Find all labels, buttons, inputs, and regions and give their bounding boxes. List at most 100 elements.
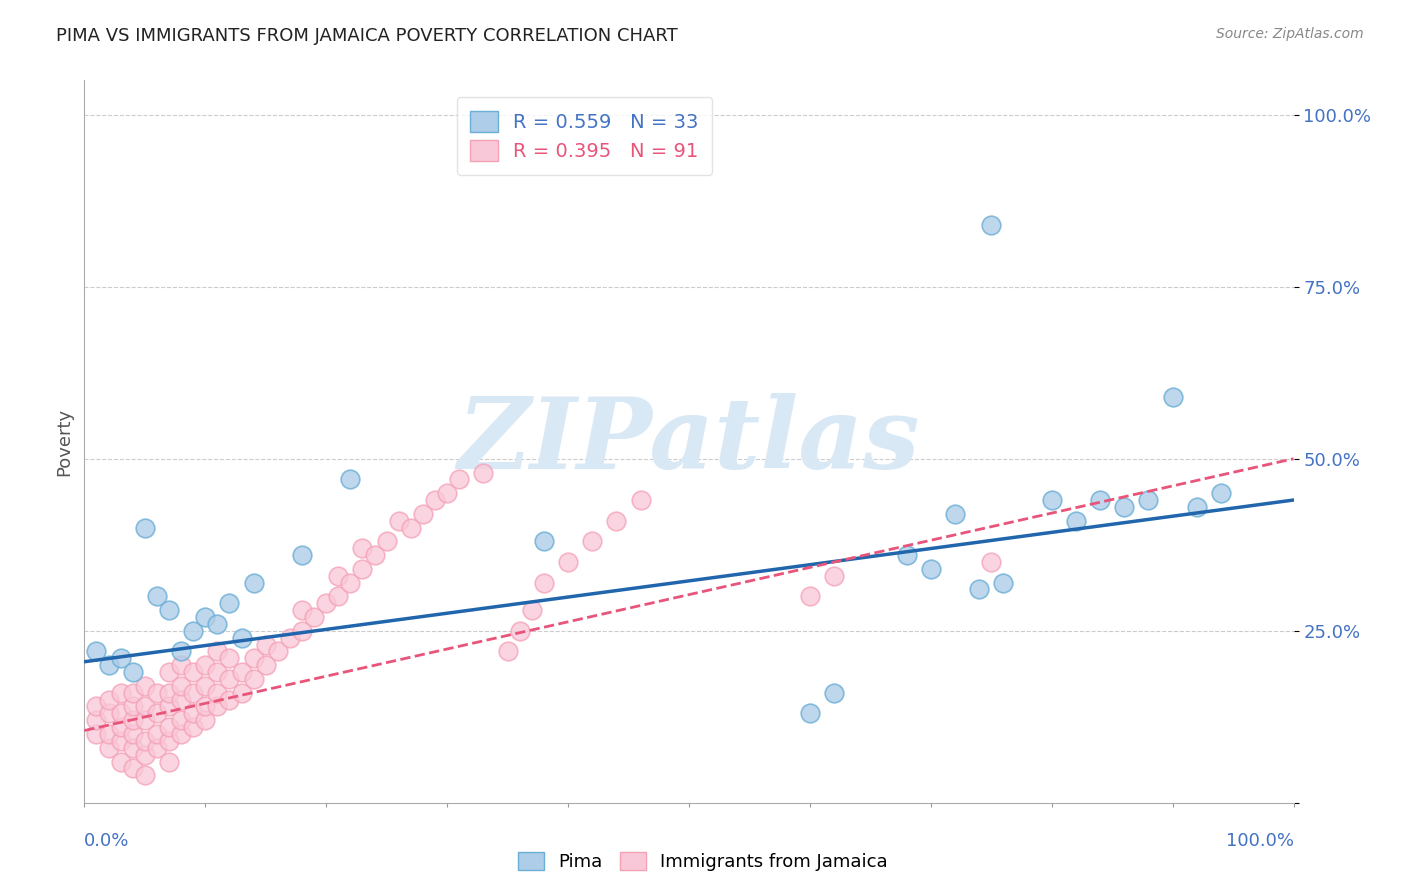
Point — [194, 699, 217, 714]
Point — [97, 706, 120, 721]
Point — [146, 590, 169, 604]
Point — [146, 740, 169, 755]
Point — [920, 562, 942, 576]
Point — [86, 699, 108, 714]
Point — [97, 740, 120, 755]
Point — [896, 548, 918, 562]
Point — [520, 603, 543, 617]
Point — [363, 548, 385, 562]
Point — [496, 644, 519, 658]
Point — [121, 665, 143, 679]
Point — [1185, 500, 1208, 514]
Point — [134, 768, 156, 782]
Text: 0.0%: 0.0% — [84, 831, 129, 850]
Point — [157, 699, 180, 714]
Point — [630, 493, 652, 508]
Point — [278, 631, 301, 645]
Point — [1161, 390, 1184, 404]
Point — [315, 596, 337, 610]
Point — [110, 686, 132, 700]
Point — [207, 644, 229, 658]
Point — [181, 624, 204, 638]
Point — [533, 575, 555, 590]
Point — [121, 699, 143, 714]
Point — [242, 651, 264, 665]
Point — [157, 686, 180, 700]
Point — [157, 665, 180, 679]
Point — [254, 658, 277, 673]
Point — [328, 590, 350, 604]
Point — [1137, 493, 1160, 508]
Point — [472, 466, 495, 480]
Point — [943, 507, 966, 521]
Point — [170, 644, 193, 658]
Point — [399, 520, 422, 534]
Point — [157, 720, 180, 734]
Point — [194, 679, 217, 693]
Point — [291, 624, 314, 638]
Point — [967, 582, 990, 597]
Point — [121, 761, 143, 775]
Point — [86, 644, 108, 658]
Point — [254, 638, 277, 652]
Point — [557, 555, 579, 569]
Text: 100.0%: 100.0% — [1226, 831, 1294, 850]
Point — [121, 686, 143, 700]
Point — [823, 686, 845, 700]
Point — [157, 755, 180, 769]
Point — [980, 218, 1002, 232]
Point — [218, 692, 240, 706]
Point — [170, 658, 193, 673]
Point — [509, 624, 531, 638]
Point — [146, 727, 169, 741]
Point — [339, 575, 361, 590]
Legend: R = 0.559   N = 33, R = 0.395   N = 91: R = 0.559 N = 33, R = 0.395 N = 91 — [457, 97, 713, 175]
Point — [352, 562, 374, 576]
Point — [181, 665, 204, 679]
Point — [194, 610, 217, 624]
Point — [121, 727, 143, 741]
Point — [86, 713, 108, 727]
Point — [231, 686, 253, 700]
Point — [388, 514, 411, 528]
Point — [218, 672, 240, 686]
Point — [242, 575, 264, 590]
Point — [181, 720, 204, 734]
Point — [207, 686, 229, 700]
Point — [134, 747, 156, 762]
Text: ZIPatlas: ZIPatlas — [458, 393, 920, 490]
Point — [328, 568, 350, 582]
Legend: Pima, Immigrants from Jamaica: Pima, Immigrants from Jamaica — [512, 845, 894, 879]
Point — [218, 596, 240, 610]
Y-axis label: Poverty: Poverty — [55, 408, 73, 475]
Point — [110, 734, 132, 748]
Point — [980, 555, 1002, 569]
Point — [1209, 486, 1232, 500]
Point — [110, 706, 132, 721]
Point — [1064, 514, 1087, 528]
Point — [302, 610, 325, 624]
Point — [436, 486, 458, 500]
Point — [242, 672, 264, 686]
Point — [218, 651, 240, 665]
Text: Source: ZipAtlas.com: Source: ZipAtlas.com — [1216, 27, 1364, 41]
Point — [194, 658, 217, 673]
Point — [267, 644, 290, 658]
Point — [181, 686, 204, 700]
Point — [194, 713, 217, 727]
Point — [170, 727, 193, 741]
Point — [146, 706, 169, 721]
Point — [170, 679, 193, 693]
Point — [291, 603, 314, 617]
Point — [121, 740, 143, 755]
Point — [799, 590, 821, 604]
Point — [134, 713, 156, 727]
Text: PIMA VS IMMIGRANTS FROM JAMAICA POVERTY CORRELATION CHART: PIMA VS IMMIGRANTS FROM JAMAICA POVERTY … — [56, 27, 678, 45]
Point — [110, 651, 132, 665]
Point — [423, 493, 446, 508]
Point — [581, 534, 603, 549]
Point — [823, 568, 845, 582]
Point — [207, 665, 229, 679]
Point — [533, 534, 555, 549]
Point — [375, 534, 398, 549]
